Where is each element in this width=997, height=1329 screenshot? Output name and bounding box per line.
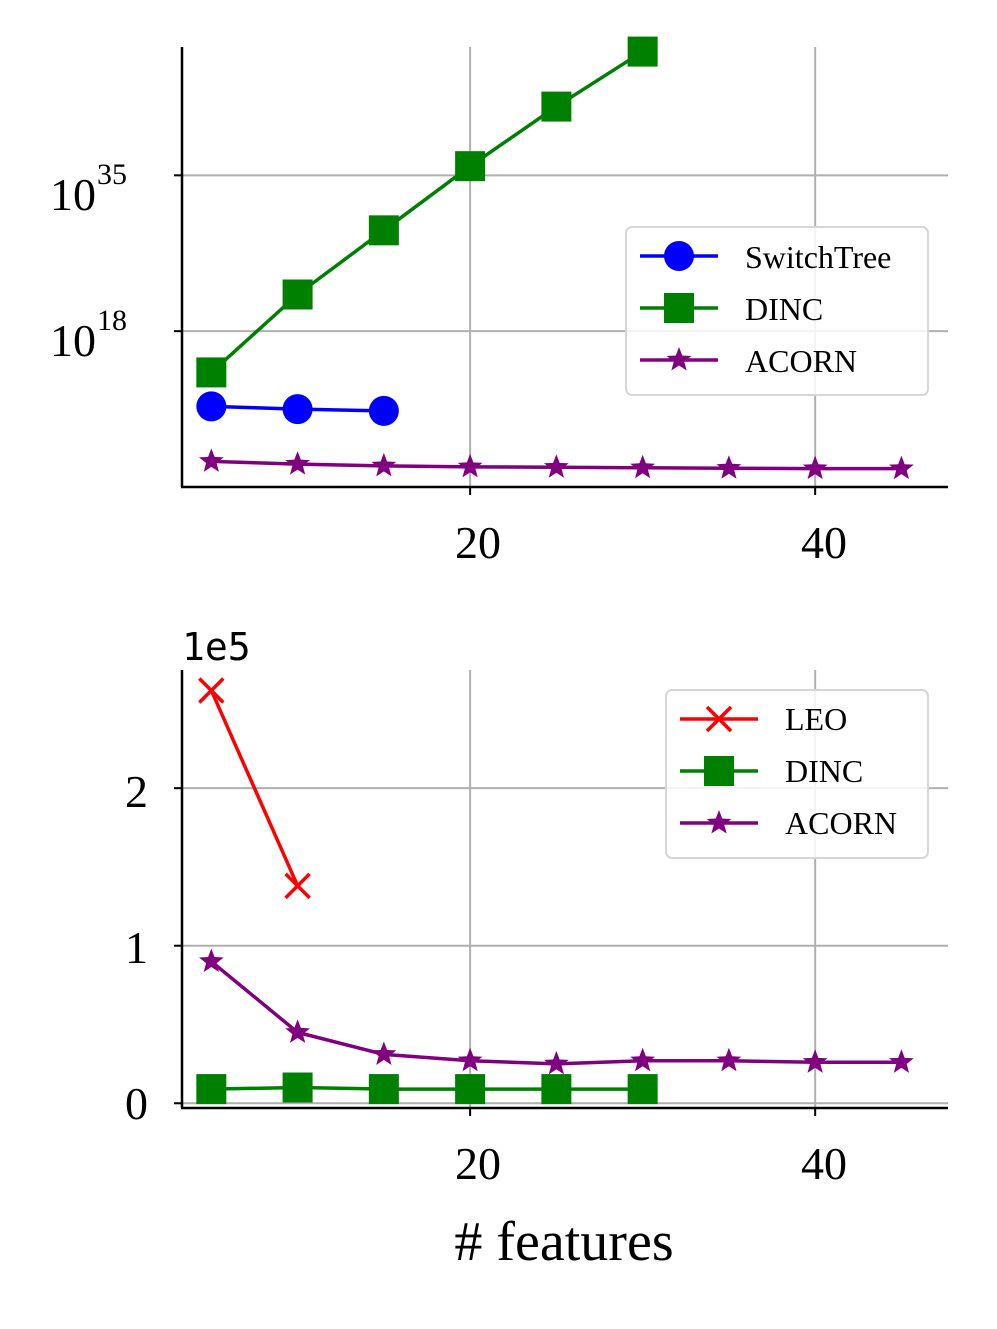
bottom-legend-label-dinc: DINC [785,753,863,789]
top-chart-panel: 10 18 10 35 20 40 SwitchTree DINC ACORN [50,36,948,568]
bottom-offset-text: 1e5 [182,625,251,669]
top-ytick-label-18: 10 18 [50,304,127,366]
top-point-switchtree [196,391,227,422]
bottom-chart-panel: 1e5 0 1 2 20 40 # features LEO DINC ACOR… [125,625,948,1273]
top-xtick-label-40: 40 [801,517,847,568]
bottom-point-acorn [630,1047,655,1072]
top-ticks [174,174,817,495]
top-point-switchtree [368,395,399,426]
top-point-acorn [371,452,397,477]
bottom-point-leo [284,872,311,900]
top-point-acorn [716,455,742,479]
bottom-legend-marker-leo [705,705,733,733]
bottom-legend-marker-dinc [704,756,734,786]
top-legend-label-switchtree: SwitchTree [745,239,891,275]
top-point-acorn [285,451,310,475]
top-legend-frame [625,226,929,396]
top-legend-handles [640,241,718,371]
top-legend-label-acorn: ACORN [745,343,857,379]
bottom-legend-label-acorn: ACORN [785,805,897,841]
bottom-point-dinc [368,1074,399,1105]
bottom-legend-handles [680,705,758,834]
bottom-point-dinc [541,1074,572,1105]
bottom-series-line-dinc [211,1085,643,1091]
top-point-acorn [198,448,224,472]
top-series-line-dinc [210,50,644,374]
bottom-xtick-label-20: 20 [455,1138,501,1189]
bottom-legend-marker-acorn [706,810,732,834]
bottom-ytick-label-2: 2 [125,766,148,817]
bottom-series [196,677,914,1105]
top-point-acorn [889,455,914,480]
top-point-dinc [196,357,227,388]
top-xtick-label-20: 20 [455,517,501,568]
top-point-dinc [627,36,658,67]
top-point-dinc [455,151,486,182]
bottom-point-acorn [716,1047,742,1072]
top-point-dinc [282,279,313,310]
bottom-ytick-label-0: 0 [125,1078,148,1129]
bottom-point-acorn [544,1050,569,1075]
bottom-point-dinc [455,1074,486,1105]
top-point-acorn [457,453,483,478]
top-grid [182,47,948,487]
bottom-point-leo [198,677,225,704]
bottom-point-acorn [371,1041,397,1065]
bottom-xtick-label-40: 40 [801,1138,847,1189]
top-point-switchtree [282,394,313,425]
bottom-legend: LEO DINC ACORN [665,689,929,859]
x-axis-title: # features [454,1211,673,1273]
top-ytick-base: 10 [50,169,96,220]
top-legend-marker-dinc [664,293,694,323]
top-point-acorn [544,454,569,478]
bottom-ticks [174,787,817,1116]
top-point-dinc [541,91,572,122]
top-point-acorn [802,455,828,480]
top-ytick-exponent: 35 [97,158,127,191]
bottom-point-acorn [285,1019,310,1043]
top-ytick-exponent: 18 [97,304,127,337]
bottom-series-line-acorn [210,960,902,1066]
bottom-point-acorn [457,1047,483,1072]
top-legend-marker-switchtree [664,241,694,271]
top-legend-marker-acorn [666,347,692,371]
top-ytick-label-35: 10 35 [50,158,127,220]
bottom-point-acorn [802,1049,828,1073]
top-point-dinc [368,215,399,246]
bottom-point-dinc [196,1074,227,1105]
bottom-point-dinc [627,1074,658,1105]
bottom-point-dinc [282,1072,313,1103]
top-legend-label-dinc: DINC [745,291,823,327]
bottom-ytick-label-1: 1 [125,922,148,973]
bottom-series-line-leo [209,689,300,887]
top-ytick-base: 10 [50,315,96,366]
bottom-point-acorn [889,1049,914,1073]
bottom-point-acorn [198,948,224,972]
bottom-legend-frame [665,689,929,859]
top-legend: SwitchTree DINC ACORN [625,226,929,396]
bottom-legend-label-leo: LEO [785,701,847,737]
top-point-acorn [630,454,655,479]
top-series [196,36,914,480]
